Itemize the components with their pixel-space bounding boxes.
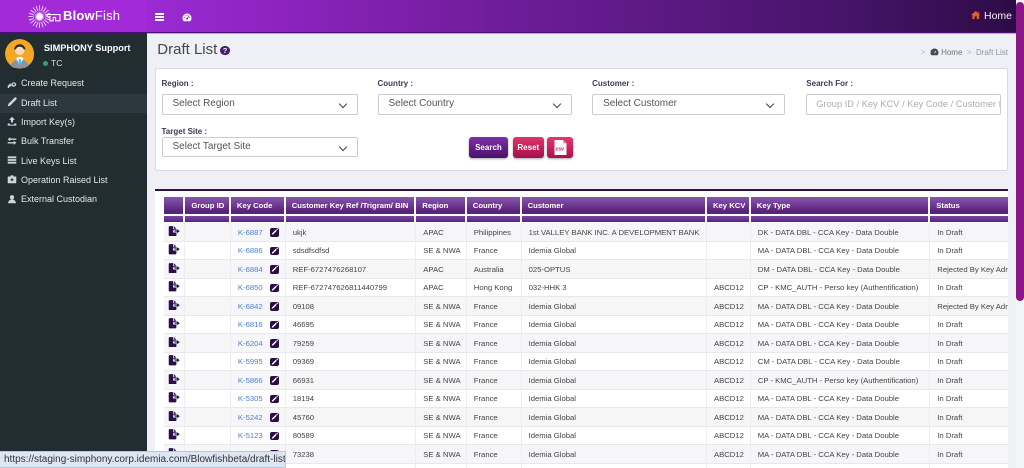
svg-text:csv: csv [555, 146, 565, 152]
